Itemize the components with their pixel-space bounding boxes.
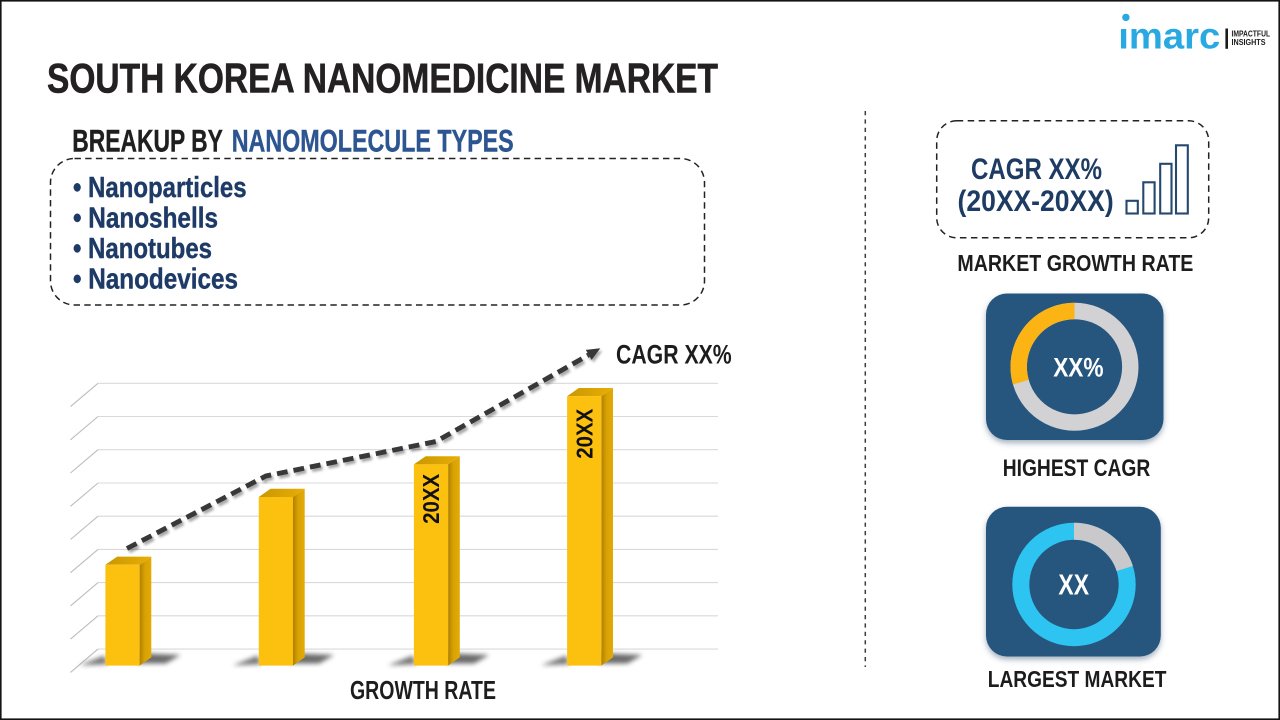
svg-text:HIGHEST CAGR: HIGHEST CAGR [1003,455,1151,482]
svg-text:XX%: XX% [1053,352,1103,383]
svg-text:SOUTH KOREA NANOMEDICINE MARKE: SOUTH KOREA NANOMEDICINE MARKET [47,54,718,101]
svg-text:(20XX-20XX): (20XX-20XX) [958,186,1114,218]
svg-text:GROWTH RATE: GROWTH RATE [350,677,496,705]
svg-text:CAGR XX%: CAGR XX% [971,154,1102,186]
svg-text:20XX: 20XX [571,408,597,459]
svg-text:ımarc: ımarc [1118,15,1220,57]
svg-text:IMPACTFUL: IMPACTFUL [1232,30,1271,39]
svg-text:• Nanoshells: • Nanoshells [73,203,218,235]
svg-text:INSIGHTS: INSIGHTS [1232,38,1266,47]
svg-text:NANOMOLECULE TYPES: NANOMOLECULE TYPES [232,122,514,158]
svg-text:BREAKUP BY: BREAKUP BY [72,122,223,158]
svg-text:• Nanotubes: • Nanotubes [73,233,212,265]
svg-text:20XX: 20XX [418,473,444,524]
svg-text:MARKET GROWTH RATE: MARKET GROWTH RATE [957,250,1193,276]
svg-text:CAGR XX%: CAGR XX% [616,339,732,369]
svg-text:• Nanoparticles: • Nanoparticles [73,172,247,204]
svg-text:LARGEST MARKET: LARGEST MARKET [988,666,1167,692]
svg-text:XX: XX [1058,570,1089,602]
svg-text:• Nanodevices: • Nanodevices [73,264,238,296]
